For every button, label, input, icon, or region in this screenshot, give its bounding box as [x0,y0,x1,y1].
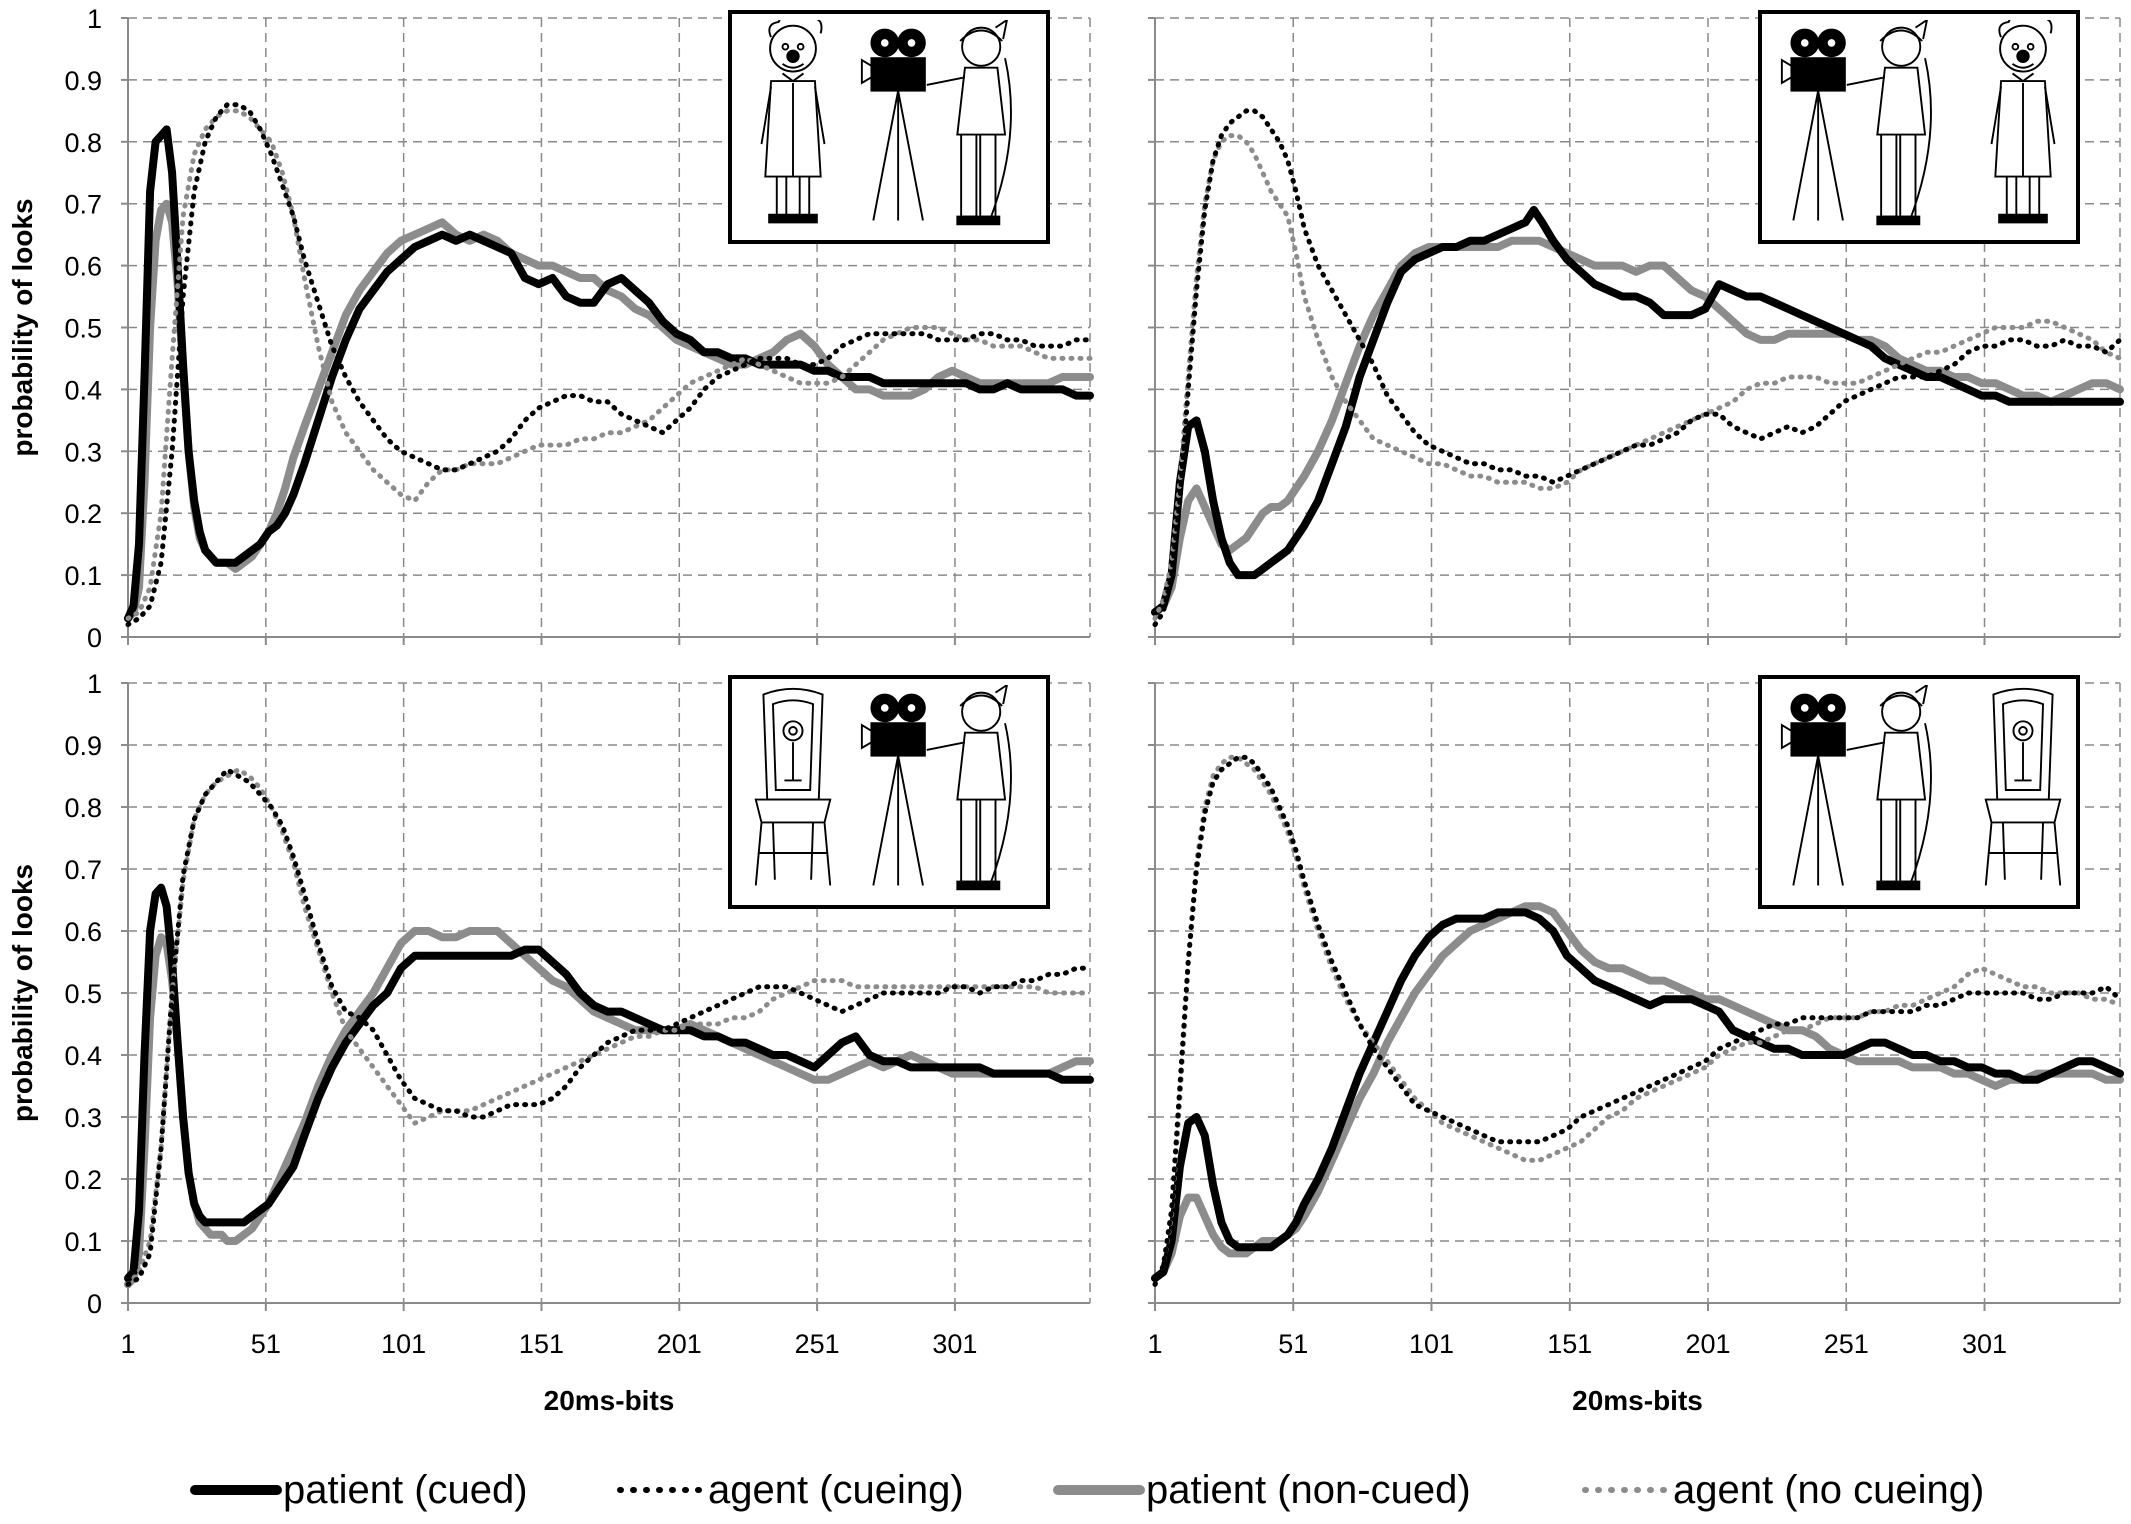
y-tick-label: 0.9 [64,66,102,96]
y-tick-label: 0.3 [64,437,102,467]
chart-panel-2 [1148,10,2124,645]
y-tick-label: 0 [87,623,102,653]
chart-panel-3: 00.10.20.30.40.50.60.70.80.911 51 101 151 20… [7,669,1094,1416]
x-tick-label: 1 [120,1329,135,1359]
series-line-agent-cueing [125,102,1093,628]
chart-panel-1: 0 0.1 0.2 0.3 0.4 0.5 0.6 0.7 0.8 0.9 1 probability… [7,4,1094,653]
inset-picture [728,675,1050,909]
x-tick-label: 301 [932,1329,977,1359]
legend-item: patient (non-cued) [1053,1468,1471,1512]
x-tick-label: 151 [1547,1329,1592,1359]
y-tick-label: 0.2 [64,1165,102,1195]
series-line-agent-cueing [1152,108,2123,628]
legend-label: patient (non-cued) [1146,1468,1471,1512]
x-axis-label: 20ms-bits [1572,1385,1703,1416]
series-line-agent-no-cueing [125,767,1093,1287]
x-tick-label: 301 [1962,1329,2007,1359]
y-tick-label: 1 [87,669,102,699]
y-tick-label: 0.4 [64,1041,102,1071]
legend-item: agent (no cueing) [1582,1468,1984,1512]
x-tick-label: 151 [519,1329,564,1359]
inset-picture [1758,10,2080,244]
y-tick-label: 0.7 [64,855,102,885]
y-axis-label: probability of looks [7,198,38,456]
y-axis-label: probability of looks [7,864,38,1122]
y-tick-label: 0.7 [64,190,102,220]
x-tick-label: 1 [1147,1329,1162,1359]
legend: patient (cued) agent (cueing) patient (non… [190,1468,1984,1512]
x-tick-label: 101 [381,1329,426,1359]
x-tick-label: 201 [657,1329,702,1359]
legend-item: patient (cued) [190,1468,528,1512]
x-axis-label: 20ms-bits [544,1385,675,1416]
x-tick-label: 201 [1685,1329,1730,1359]
y-tick-label: 0.8 [64,128,102,158]
panels: 0 0.1 0.2 0.3 0.4 0.5 0.6 0.7 0.8 0.9 1 probability… [7,4,2124,1416]
series-line-agent-no-cueing [125,108,1093,621]
x-tick-label: 51 [1278,1329,1308,1359]
series-line-agent-no-cueing [1152,754,2123,1287]
y-tick-label: 1 [87,4,102,34]
y-tick-label: 0.6 [64,252,102,282]
y-tick-label: 0.3 [64,1103,102,1133]
y-tick-label: 0.5 [64,314,102,344]
series-line-patient-non-cued [1151,236,2124,617]
y-tick-label: 0.2 [64,499,102,529]
series-line-patient-cued [1151,908,2124,1283]
y-tick-label: 0.5 [64,979,102,1009]
legend-label: agent (no cueing) [1673,1468,1984,1512]
series-line-agent-cueing [125,767,1093,1287]
series-line-patient-cued [124,125,1094,623]
y-tick-label: 0 [87,1289,102,1319]
series-line-patient-cued [124,883,1094,1283]
y-tick-label: 0.1 [64,1227,102,1257]
series-line-patient-non-cued [1151,902,2124,1283]
legend-label: patient (cued) [283,1468,528,1512]
series-line-patient-non-cued [124,927,1094,1289]
y-tick-label: 0.1 [64,561,102,591]
x-tick-label: 251 [1824,1329,1869,1359]
y-tick-label: 0.6 [64,917,102,947]
legend-item: agent (cueing) [617,1468,964,1512]
x-tick-label: 101 [1409,1329,1454,1359]
series-line-patient-cued [1151,205,2124,617]
x-tick-label: 51 [251,1329,281,1359]
y-tick-label: 0.4 [64,375,102,405]
y-tick-label: 0.9 [64,731,102,761]
x-tick-label: 251 [795,1329,840,1359]
legend-label: agent (cueing) [708,1468,964,1512]
inset-picture [728,10,1050,244]
inset-picture [1758,675,2080,909]
series-line-agent-cueing [1152,754,2123,1287]
y-tick-label: 0.8 [64,793,102,823]
